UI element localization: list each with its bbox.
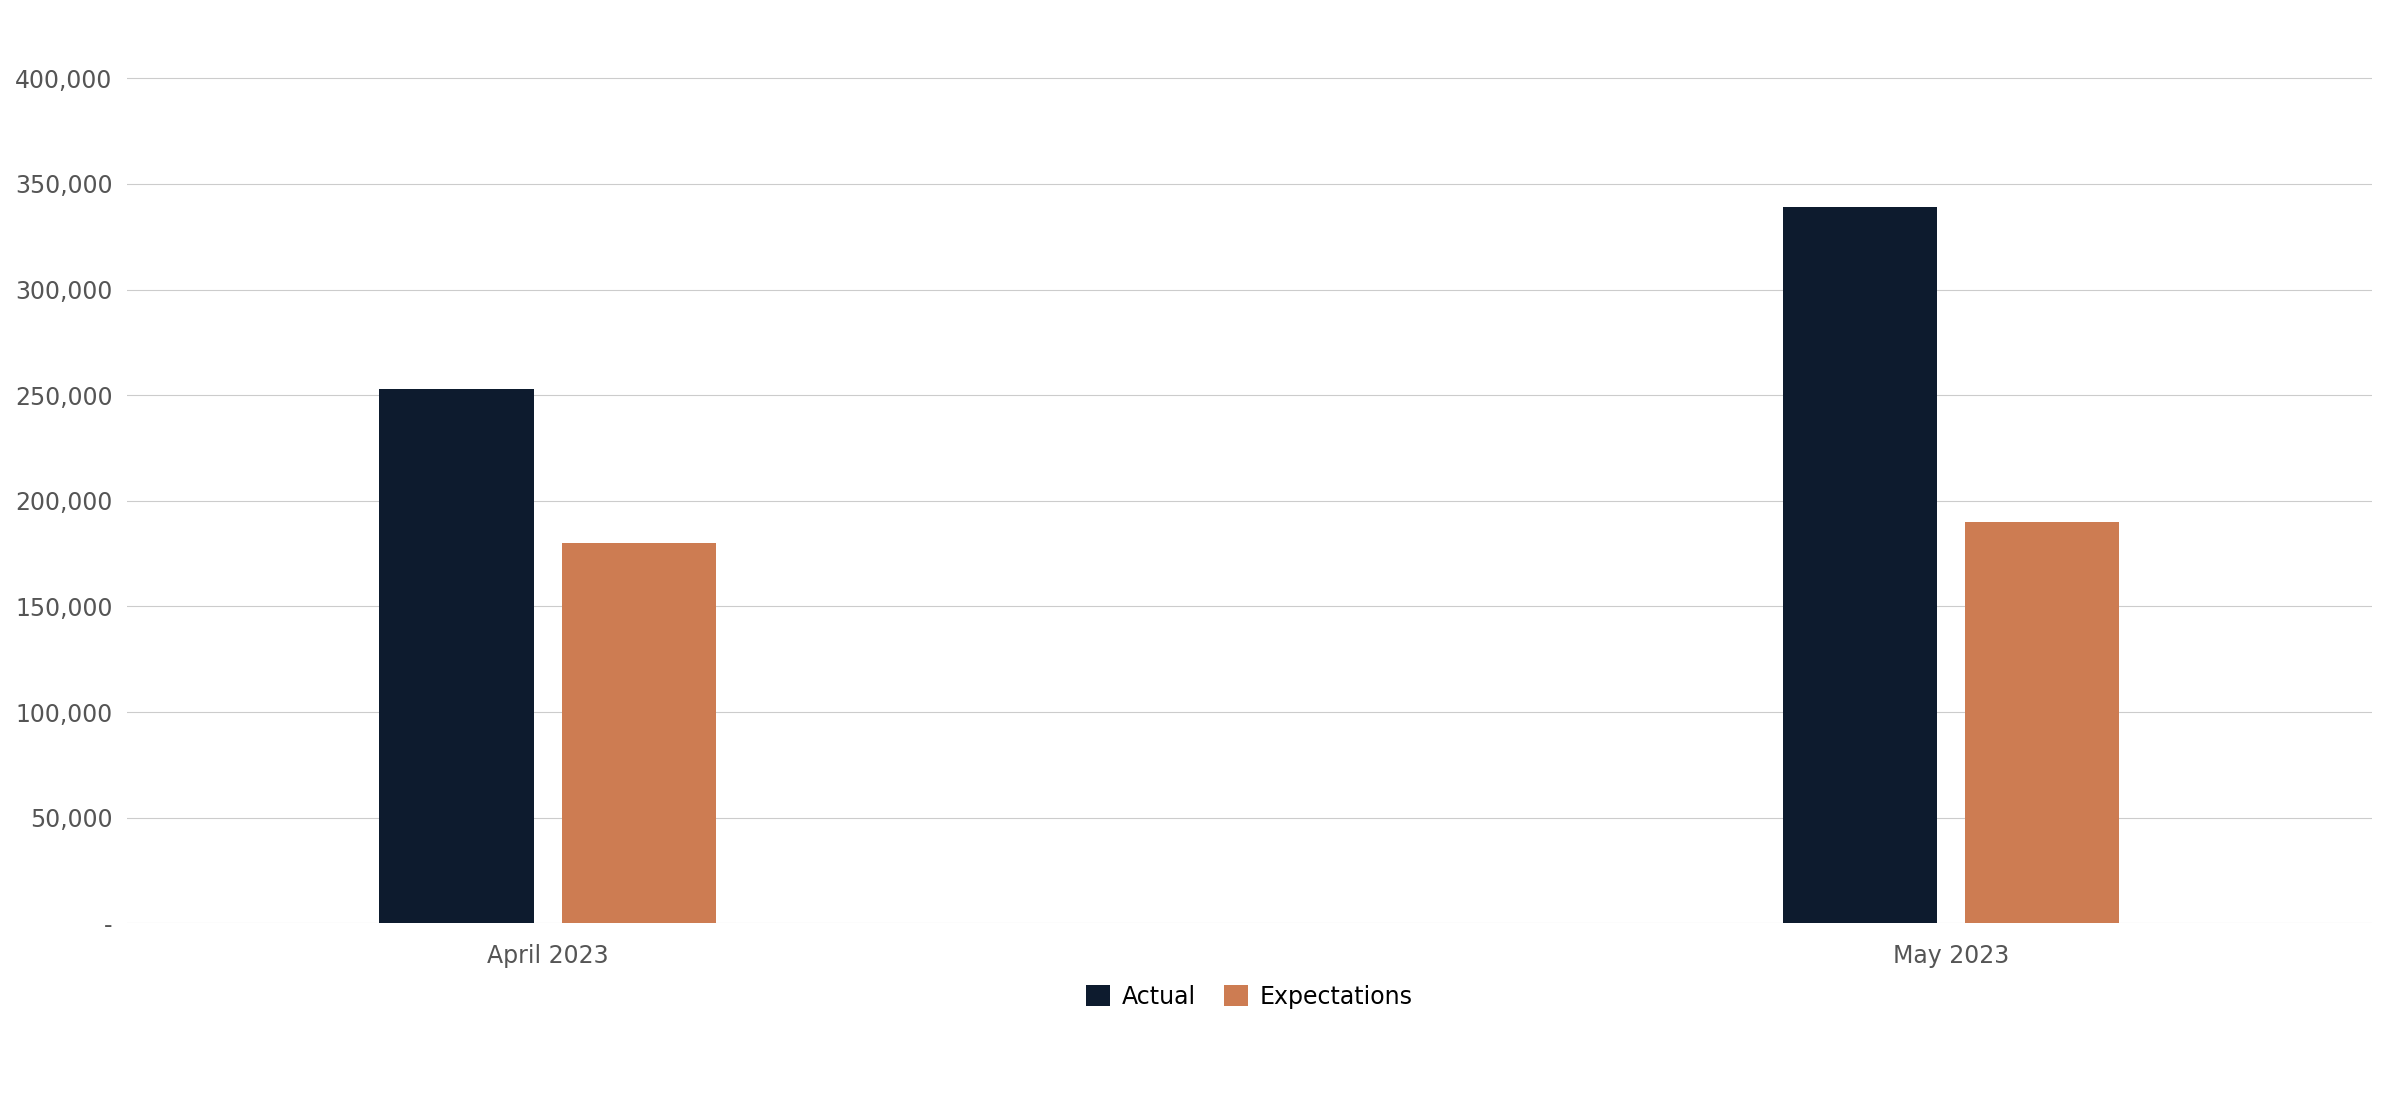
Bar <box>1783 208 1936 924</box>
Bar <box>380 389 535 924</box>
Bar <box>1965 522 2120 924</box>
Legend: Actual, Expectations: Actual, Expectations <box>1074 973 1425 1021</box>
Bar <box>561 543 716 924</box>
